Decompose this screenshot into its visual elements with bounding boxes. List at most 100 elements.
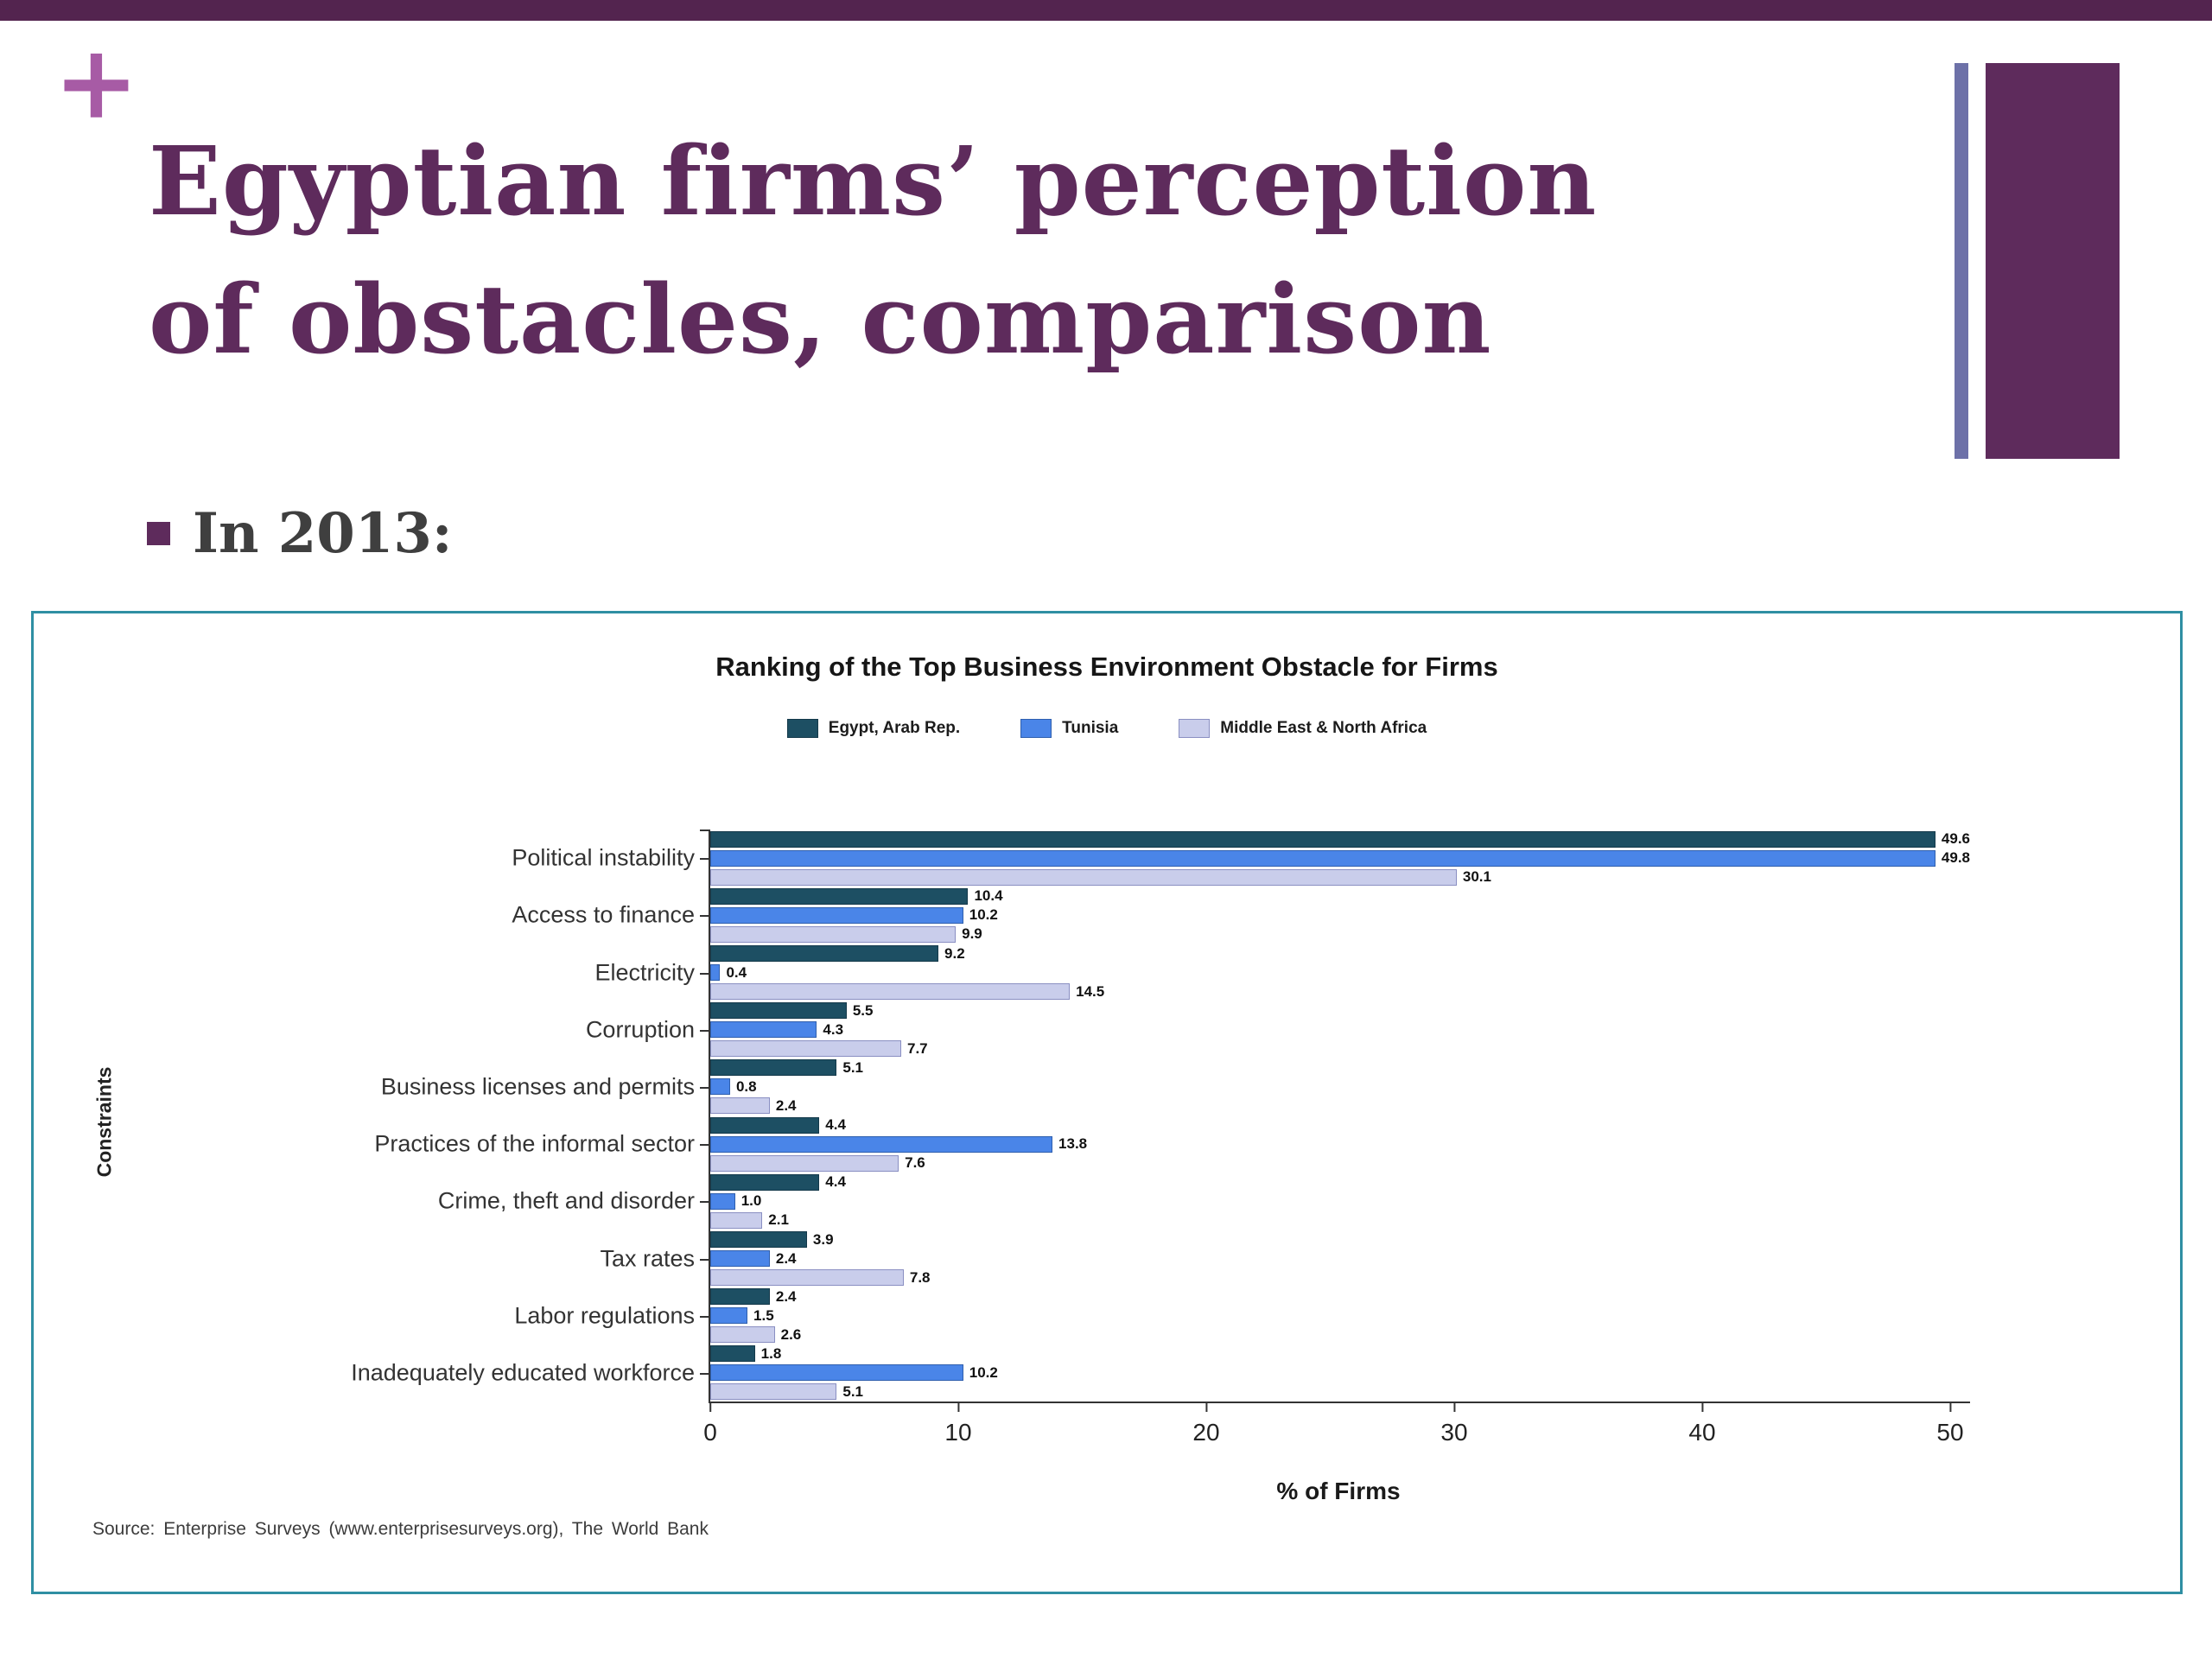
legend-label: Egypt, Arab Rep. — [828, 719, 961, 737]
legend-label: Middle East & North Africa — [1220, 719, 1427, 737]
x-tick: 30 — [1440, 1402, 1468, 1446]
bar-row: 13.8 — [710, 1135, 1970, 1153]
bar-group: Business licenses and permits 5.1 0.8 2.4 — [381, 1058, 1970, 1116]
bar-group: Tax rates 3.9 2.4 7.8 — [600, 1230, 1970, 1287]
bar-value-label: 4.4 — [825, 1173, 846, 1191]
bar-row: 3.9 — [710, 1230, 1970, 1249]
x-axis-ticks: 0 10 20 30 40 50 — [703, 1402, 1970, 1462]
y-axis-label: Constraints — [92, 1066, 116, 1178]
slide-title: Egyptian firms’ perception of obstacles,… — [149, 125, 1598, 375]
category-label: Labor regulations — [514, 1302, 695, 1329]
bar-value-label: 5.1 — [842, 1058, 863, 1076]
bar — [710, 1173, 820, 1191]
bar — [710, 925, 957, 943]
bar — [710, 1059, 837, 1077]
legend-item: Egypt, Arab Rep. — [786, 719, 961, 738]
x-tick: 50 — [1936, 1402, 1964, 1446]
category-tick — [700, 1144, 710, 1147]
bar-row: 7.6 — [710, 1154, 1970, 1172]
bar — [710, 1154, 899, 1172]
bar-row: 10.4 — [710, 887, 1970, 905]
x-tick: 10 — [944, 1402, 972, 1446]
category-label: Access to finance — [512, 901, 695, 928]
bar — [710, 945, 939, 962]
category-tick — [700, 1201, 710, 1204]
x-tick-label: 20 — [1192, 1419, 1220, 1446]
bullet-row: In 2013: — [147, 501, 453, 566]
bar — [710, 1326, 775, 1344]
bar — [710, 1383, 837, 1401]
bar-group: Electricity 9.2 0.4 14.5 — [594, 944, 1970, 1001]
bar-row: 30.1 — [710, 868, 1970, 886]
bar-row: 49.8 — [710, 849, 1970, 867]
bar-value-label: 4.3 — [823, 1020, 844, 1038]
bar-value-label: 5.5 — [852, 1001, 874, 1019]
bar — [710, 1307, 748, 1325]
bar — [710, 1269, 904, 1287]
bar — [710, 849, 1936, 867]
bar-row: 2.4 — [710, 1288, 1970, 1306]
bar-group: Labor regulations 2.4 1.5 2.6 — [514, 1287, 1970, 1344]
legend-item: Tunisia — [1020, 719, 1118, 738]
category-label: Tax rates — [600, 1245, 695, 1272]
bar — [710, 1116, 820, 1134]
bar-value-label: 7.7 — [906, 1039, 928, 1057]
bar — [710, 1364, 963, 1382]
bar-row: 2.1 — [710, 1211, 1970, 1229]
bar-value-label: 13.8 — [1058, 1135, 1088, 1153]
bar-row: 5.5 — [710, 1001, 1970, 1020]
x-tick: 20 — [1192, 1402, 1220, 1446]
bar-value-label: 30.1 — [1462, 868, 1491, 886]
bar-row: 2.4 — [710, 1096, 1970, 1115]
bar-value-label: 3.9 — [812, 1230, 834, 1248]
category-label: Electricity — [594, 959, 695, 985]
bar-value-label: 1.5 — [753, 1306, 774, 1324]
bar-value-label: 7.6 — [905, 1154, 925, 1172]
bar-row: 10.2 — [710, 1363, 1970, 1382]
bar-value-label: 10.4 — [974, 887, 1003, 905]
right-accent-rectangle — [1986, 63, 2120, 459]
category-tick — [700, 1372, 710, 1375]
x-tick-label: 30 — [1440, 1419, 1468, 1446]
x-tick-label: 50 — [1936, 1419, 1964, 1446]
bar-group: Inadequately educated workforce 1.8 10.2 5.… — [351, 1344, 1970, 1402]
x-tick-mark — [709, 1402, 711, 1412]
x-tick: 0 — [703, 1402, 717, 1446]
legend-swatch — [1020, 719, 1052, 738]
source-note: Source: Enterprise Surveys (www.enterpri… — [92, 1519, 709, 1539]
category-label: Crime, theft and disorder — [437, 1187, 695, 1214]
bar-row: 5.1 — [710, 1058, 1970, 1077]
bar — [710, 1135, 1053, 1153]
category-tick — [700, 1086, 710, 1089]
right-accent-thin-bar — [1955, 63, 1968, 459]
legend-swatch — [786, 719, 818, 738]
bar-row: 0.4 — [710, 964, 1970, 981]
bar-row: 0.8 — [710, 1077, 1970, 1096]
bar — [710, 868, 1457, 886]
bar-group: Political instability 49.6 49.8 30.1 — [512, 830, 1970, 887]
bar-row: 4.4 — [710, 1173, 1970, 1191]
bar — [710, 1002, 847, 1020]
x-axis-label: % of Firms — [1276, 1478, 1401, 1504]
legend-label: Tunisia — [1062, 719, 1119, 737]
bullet-marker — [147, 522, 170, 545]
bar — [710, 887, 969, 905]
bar — [710, 1345, 755, 1363]
bar-value-label: 10.2 — [969, 906, 998, 924]
bar — [710, 964, 721, 981]
category-label: Inadequately educated workforce — [351, 1359, 695, 1386]
category-label: Business licenses and permits — [380, 1073, 695, 1100]
bar-value-label: 2.4 — [775, 1096, 797, 1114]
bar-row: 2.6 — [710, 1326, 1970, 1344]
bar — [710, 1250, 770, 1268]
bullet-text: In 2013: — [193, 501, 453, 566]
bar — [710, 1288, 770, 1306]
bar-value-label: 9.2 — [944, 944, 965, 962]
bar — [710, 1078, 730, 1096]
x-tick-mark — [1701, 1402, 1703, 1412]
x-tick-label: 0 — [703, 1419, 717, 1446]
bar-value-label: 0.8 — [735, 1077, 757, 1095]
bar-row: 5.1 — [710, 1383, 1970, 1401]
bar-value-label: 10.2 — [969, 1363, 998, 1381]
